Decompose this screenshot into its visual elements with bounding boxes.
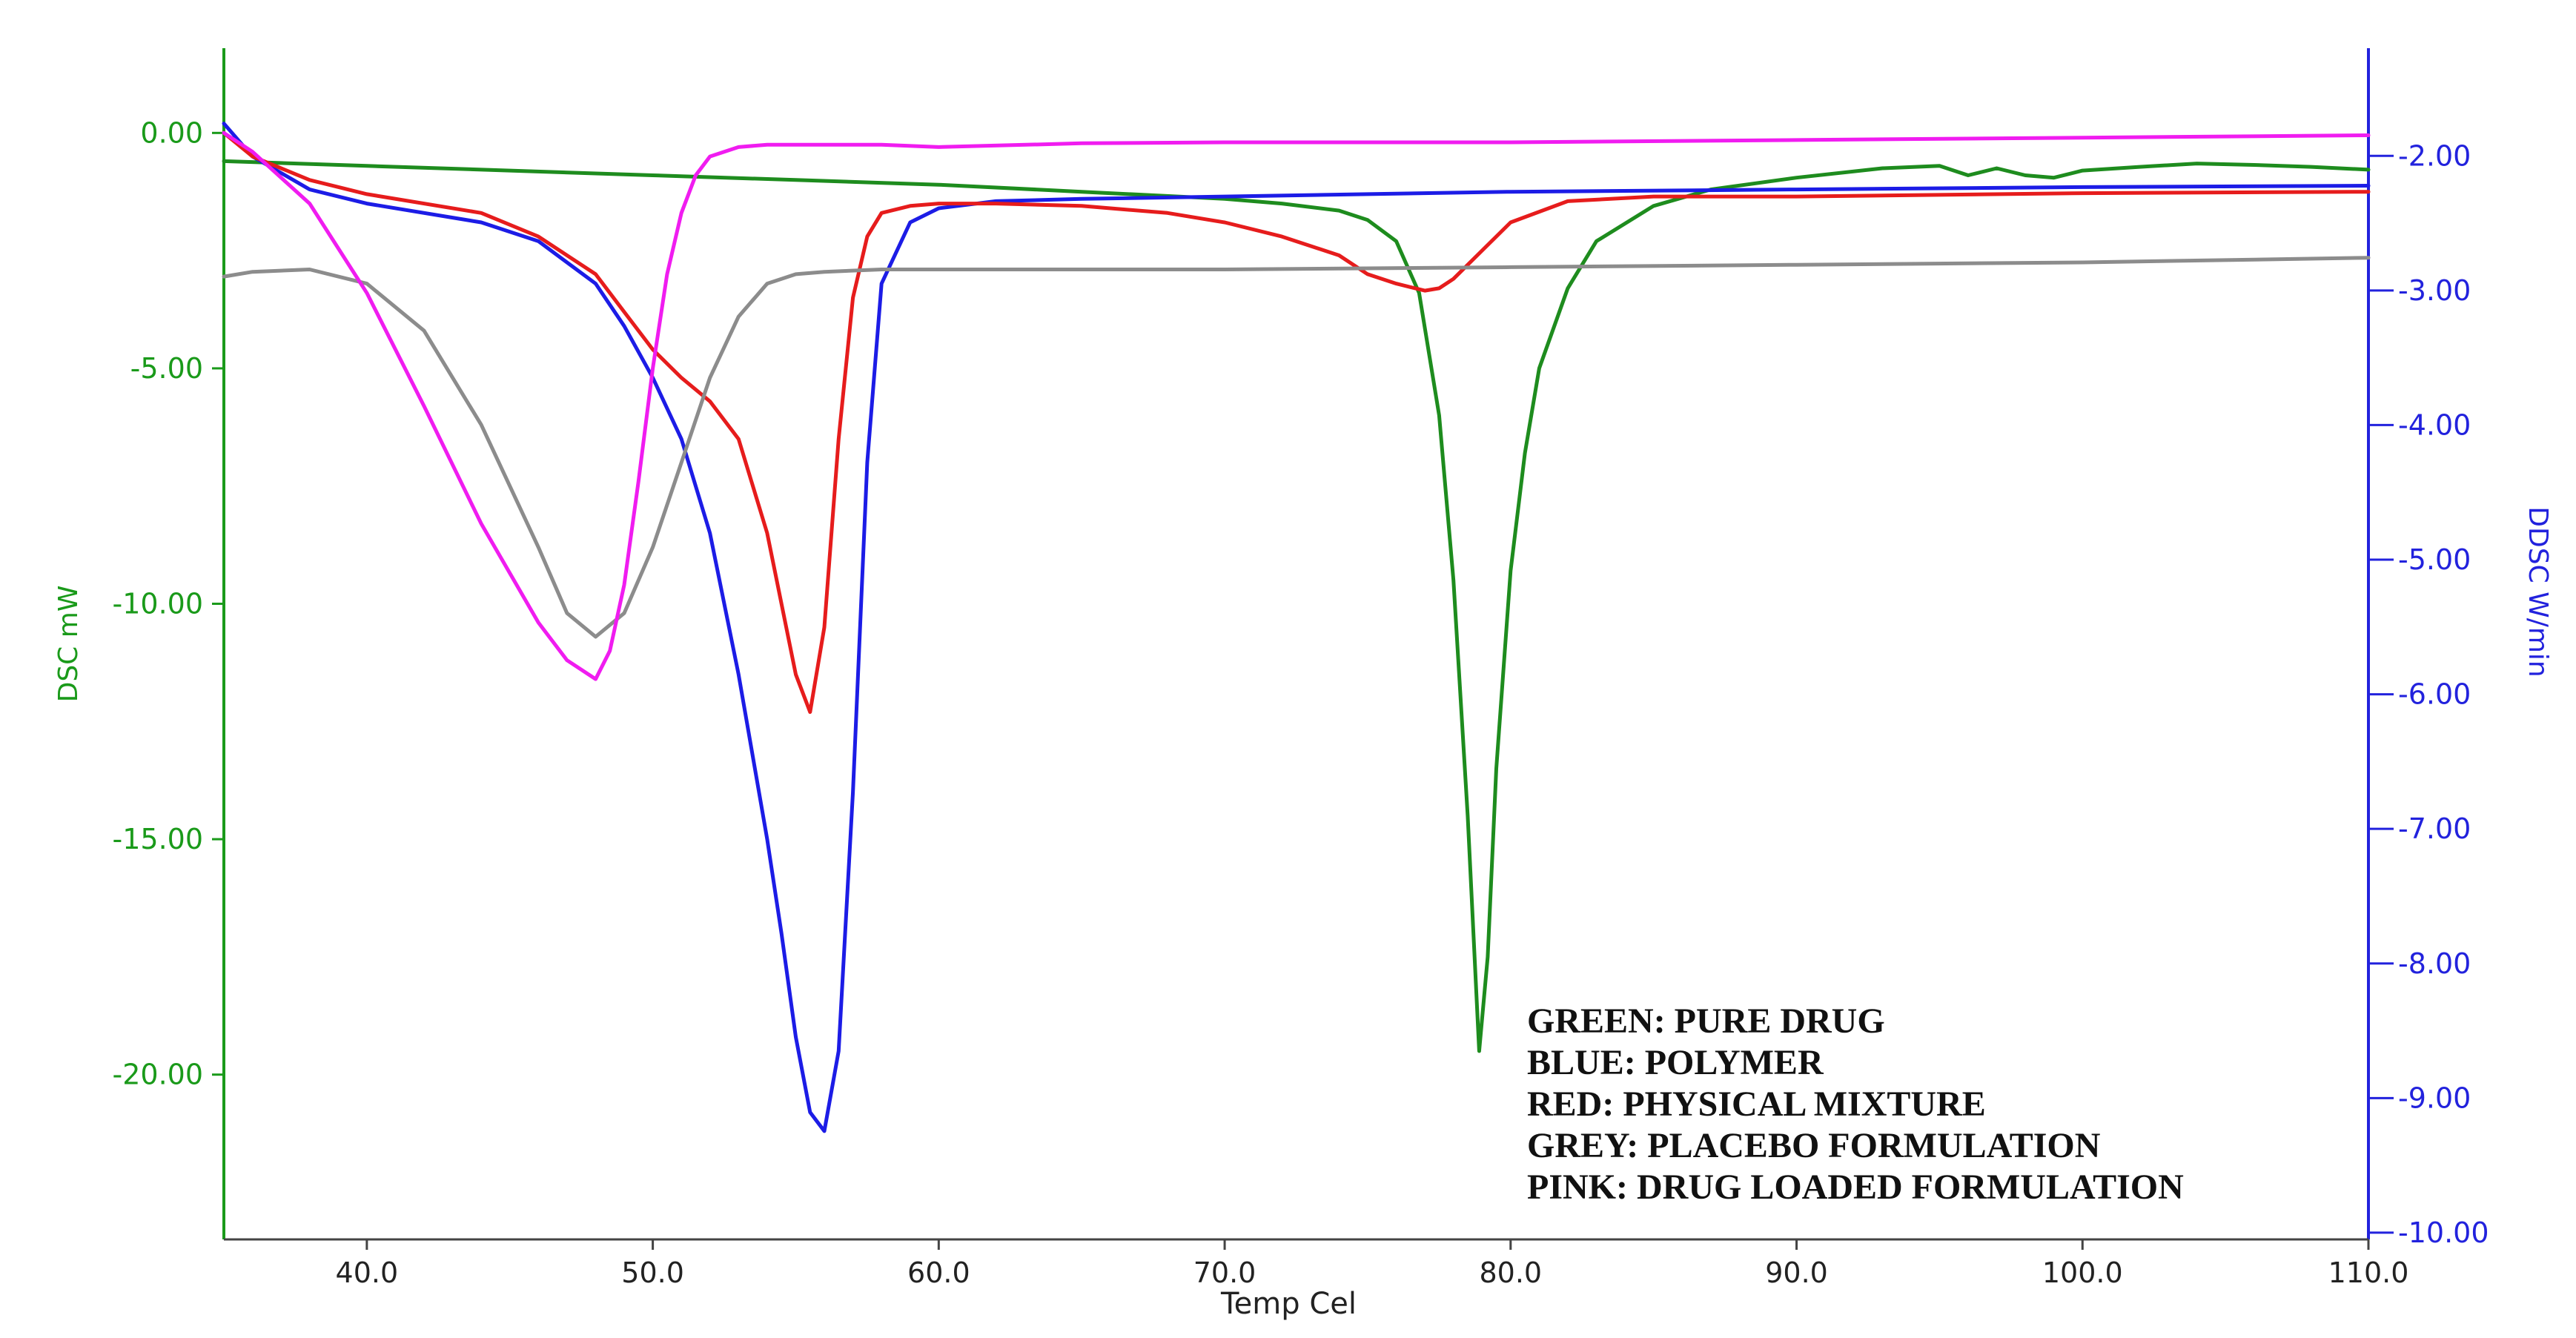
right-tick-label: -9.00 — [2398, 1082, 2471, 1114]
series-line-blue — [222, 122, 2371, 1133]
series-layer — [222, 122, 2371, 1133]
x-tick-label: 100.0 — [2042, 1256, 2123, 1289]
right-tick-label: -5.00 — [2398, 543, 2471, 576]
x-tick-label: 50.0 — [621, 1256, 684, 1289]
left-tick-label: -10.00 — [113, 588, 204, 620]
x-axis-title: Temp Cel — [1220, 1287, 1357, 1321]
x-tick-label: 40.0 — [336, 1256, 399, 1289]
legend-entry-red: RED: PHYSICAL MIXTURE — [1527, 1084, 1986, 1124]
right-tick-label: -3.00 — [2398, 274, 2471, 307]
legend-entry-blue: BLUE: POLYMER — [1527, 1043, 1824, 1082]
right-tick-label: -7.00 — [2398, 812, 2471, 845]
left-tick-label: -15.00 — [113, 823, 204, 855]
legend: GREEN: PURE DRUG BLUE: POLYMER RED: PHYS… — [1527, 1001, 2184, 1207]
right-tick-label: -2.00 — [2398, 139, 2471, 172]
right-tick-label: -6.00 — [2398, 678, 2471, 711]
right-tick-label: -8.00 — [2398, 947, 2471, 980]
right-tick-label: -10.00 — [2398, 1216, 2489, 1249]
left-axis-ticks: 0.00 -5.00 -10.00 -15.00 -20.00 — [113, 116, 224, 1091]
series-line-grey — [222, 256, 2371, 639]
left-axis-title: DSC mW — [53, 586, 84, 703]
legend-entry-green: GREEN: PURE DRUG — [1527, 1001, 1885, 1041]
x-tick-label: 60.0 — [907, 1256, 970, 1289]
legend-entry-grey: GREY: PLACEBO FORMULATION — [1527, 1126, 2101, 1165]
series-line-red — [222, 130, 2371, 715]
series-line-pink — [222, 130, 2371, 681]
series-line-green — [222, 159, 2371, 1053]
left-tick-label: -5.00 — [130, 352, 203, 385]
x-axis-ticks: 40.0 50.0 60.0 70.0 80.0 90.0 100.0 110.0 — [336, 1239, 2409, 1289]
x-tick-label: 90.0 — [1765, 1256, 1828, 1289]
right-tick-label: -4.00 — [2398, 408, 2471, 441]
left-tick-label: -20.00 — [113, 1059, 204, 1091]
x-tick-label: 110.0 — [2328, 1256, 2409, 1289]
right-axis-ticks: -2.00 -3.00 -4.00 -5.00 -6.00 -7.00 -8.00 -9.00… — [2368, 139, 2489, 1249]
x-tick-label: 80.0 — [1479, 1256, 1542, 1289]
left-tick-label: 0.00 — [140, 116, 203, 149]
right-axis-title: DDSC W/min — [2523, 506, 2553, 677]
x-tick-label: 70.0 — [1193, 1256, 1256, 1289]
legend-entry-pink: PINK: DRUG LOADED FORMULATION — [1527, 1168, 2184, 1207]
